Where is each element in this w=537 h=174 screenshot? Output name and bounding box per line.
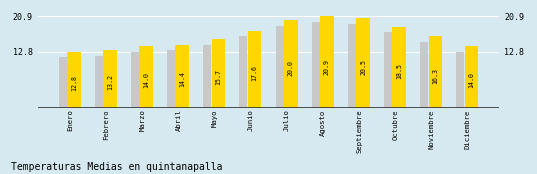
Text: 20.9: 20.9	[324, 59, 330, 75]
Bar	[176, 45, 189, 108]
Text: 13.2: 13.2	[107, 74, 113, 90]
Bar	[356, 18, 370, 108]
Text: Temperaturas Medias en quintanapalla: Temperaturas Medias en quintanapalla	[11, 162, 222, 172]
Bar	[167, 50, 175, 108]
Bar	[393, 27, 406, 108]
Bar	[284, 20, 297, 108]
Bar	[275, 26, 284, 108]
Bar	[131, 52, 139, 108]
Text: 14.4: 14.4	[179, 72, 185, 88]
Bar	[311, 22, 320, 108]
Text: 15.7: 15.7	[215, 69, 221, 85]
Bar	[456, 52, 465, 108]
Bar	[95, 56, 103, 108]
Bar	[429, 36, 442, 108]
Bar	[212, 39, 226, 108]
Text: 20.0: 20.0	[288, 60, 294, 76]
Bar	[420, 42, 428, 108]
Bar	[465, 46, 478, 108]
Bar	[384, 32, 392, 108]
Bar	[240, 36, 248, 108]
Bar	[139, 46, 153, 108]
Text: 14.0: 14.0	[469, 72, 475, 88]
Text: 12.8: 12.8	[71, 75, 77, 91]
Text: 20.5: 20.5	[360, 59, 366, 75]
Bar	[348, 24, 356, 108]
Bar	[320, 16, 334, 108]
Text: 17.6: 17.6	[251, 65, 258, 81]
Bar	[67, 52, 81, 108]
Bar	[103, 50, 117, 108]
Bar	[248, 31, 262, 108]
Text: 14.0: 14.0	[143, 72, 149, 88]
Bar	[203, 45, 211, 108]
Text: 16.3: 16.3	[432, 68, 438, 84]
Bar	[59, 57, 67, 108]
Text: 18.5: 18.5	[396, 63, 402, 79]
